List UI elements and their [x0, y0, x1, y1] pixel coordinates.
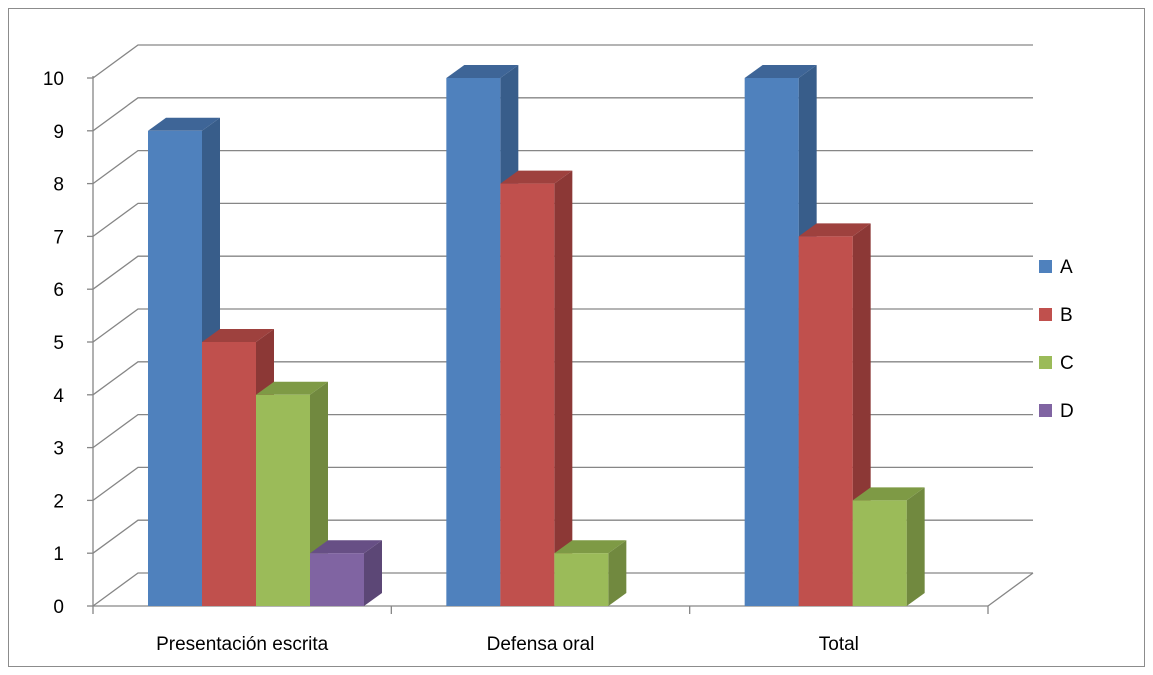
legend-swatch: [1039, 404, 1052, 417]
bar-top: [798, 223, 871, 237]
y-tick-label: 1: [53, 544, 64, 565]
y-tick-label: 8: [53, 175, 64, 196]
gridline: [92, 97, 1033, 132]
bar-front: [500, 183, 555, 606]
legend-swatch: [1039, 356, 1052, 369]
y-tick-label: 7: [53, 227, 64, 248]
legend: A B C D: [1039, 257, 1074, 422]
bar-front: [852, 500, 907, 606]
gridline: [92, 519, 1033, 554]
gridline: [92, 149, 1033, 185]
x-tick-label: Presentación escrita: [156, 634, 329, 655]
bar: [554, 540, 627, 606]
y-tick-label: 10: [43, 69, 64, 90]
bar-side: [364, 540, 382, 606]
bar: [310, 540, 382, 606]
x-tick-label: Total: [819, 634, 859, 655]
bar-front: [310, 553, 364, 606]
legend-label: B: [1060, 305, 1073, 326]
legend-swatch: [1039, 260, 1052, 273]
y-tick-label: 2: [53, 491, 64, 512]
floor-edge: [987, 572, 1034, 607]
x-tick-label: Defensa oral: [487, 634, 595, 655]
legend-label: D: [1060, 401, 1074, 422]
gridline: [92, 466, 1033, 501]
bar-side: [608, 540, 627, 606]
x-tick-labels: Presentación escrita Defensa oral Total: [156, 634, 859, 655]
legend-label: C: [1060, 353, 1074, 374]
y-tick-label: 6: [53, 280, 64, 301]
y-tick-label: 4: [53, 386, 64, 407]
bar-top: [310, 540, 382, 554]
bar: [852, 487, 925, 606]
bar-top: [852, 487, 925, 501]
y-tick-label: 5: [53, 333, 64, 354]
bar-front: [798, 236, 853, 606]
bar-front: [446, 78, 501, 606]
gridline: [92, 255, 1033, 290]
bar-top: [554, 540, 627, 554]
bar-top: [446, 65, 519, 78]
gridlines: [92, 44, 1034, 607]
y-tick-label: 0: [53, 597, 64, 618]
bar-front: [554, 553, 609, 606]
gridline: [92, 572, 1033, 607]
bar-side: [554, 170, 573, 606]
bar-front: [148, 130, 202, 607]
bar-top: [500, 170, 573, 184]
bar-front: [744, 78, 799, 606]
bar-front: [202, 342, 256, 606]
bar: [500, 170, 573, 606]
gridline: [92, 202, 1033, 237]
bar-top: [148, 117, 220, 131]
bars: [148, 65, 925, 607]
bar-top: [256, 381, 328, 395]
bar-top: [202, 329, 274, 342]
y-tick-label: 3: [53, 439, 64, 460]
legend-label: A: [1060, 257, 1073, 278]
bar-side: [906, 487, 925, 606]
gridline: [92, 44, 1033, 79]
y-tick-label: 9: [53, 122, 64, 143]
bar-top: [744, 65, 817, 78]
bar-front: [256, 394, 310, 606]
gridline: [92, 308, 1033, 343]
y-tick-labels: 0 1 2 3 4 5 6 7 8 9 10: [43, 69, 65, 618]
gridline: [92, 361, 1033, 396]
legend-swatch: [1039, 308, 1052, 321]
gridline: [92, 413, 1033, 449]
